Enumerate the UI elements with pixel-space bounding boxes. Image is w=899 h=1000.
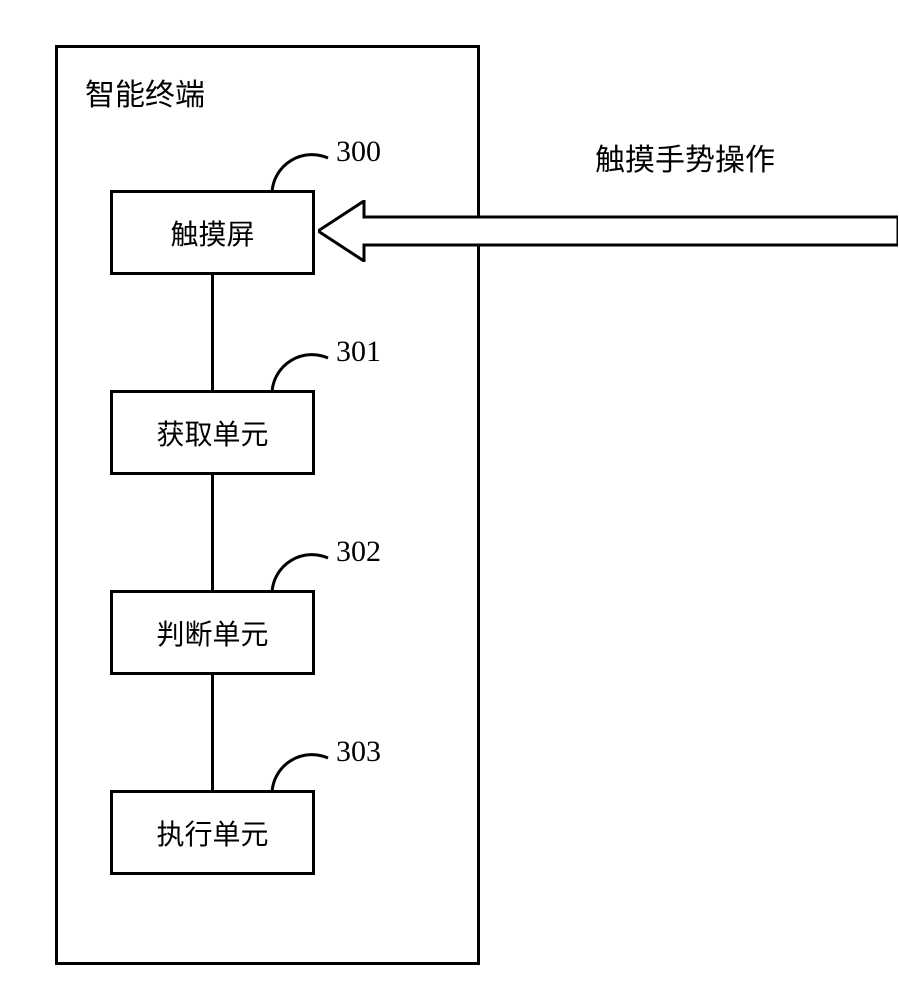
edge-302-303	[211, 675, 214, 790]
node-num-303: 303	[336, 735, 381, 769]
node-execute-unit-label: 执行单元	[156, 813, 268, 853]
curve-mark-300	[270, 148, 330, 194]
node-acquire-unit: 获取单元	[110, 390, 315, 475]
node-num-300: 300	[336, 135, 381, 169]
edge-300-301	[211, 275, 214, 390]
node-judge-unit: 判断单元	[110, 590, 315, 675]
curve-mark-301	[270, 348, 330, 394]
node-num-301: 301	[336, 335, 381, 369]
curve-mark-303	[270, 748, 330, 794]
node-touchscreen: 触摸屏	[110, 190, 315, 275]
node-touchscreen-label: 触摸屏	[170, 213, 254, 253]
edge-301-302	[211, 475, 214, 590]
node-acquire-unit-label: 获取单元	[156, 413, 268, 453]
node-num-302: 302	[336, 535, 381, 569]
curve-mark-302	[270, 548, 330, 594]
arrow-input	[318, 200, 898, 262]
container-label: 智能终端	[85, 70, 205, 114]
node-judge-unit-label: 判断单元	[156, 613, 268, 653]
external-input-label: 触摸手势操作	[595, 135, 775, 179]
node-execute-unit: 执行单元	[110, 790, 315, 875]
